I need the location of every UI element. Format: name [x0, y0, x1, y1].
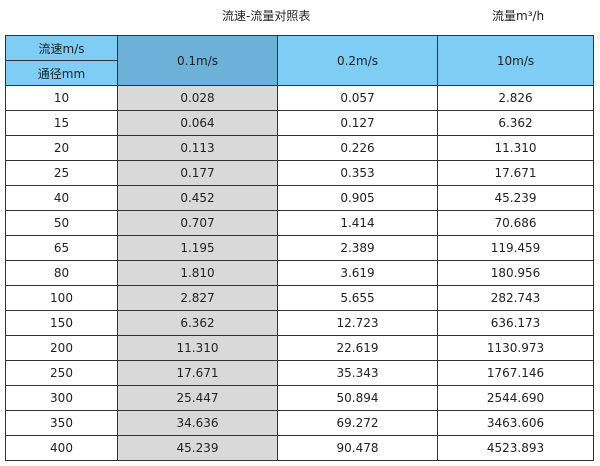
- flow-cell: 11.310: [117, 335, 278, 361]
- table-row: 20 0.113 0.226 11.310: [5, 135, 594, 161]
- table-row: 150 6.362 12.723 636.173: [5, 310, 594, 336]
- unit-label: 流量m³/h: [492, 9, 545, 23]
- diameter-cell: 25: [5, 160, 118, 186]
- flow-cell: 22.619: [277, 335, 438, 361]
- flow-cell: 25.447: [117, 385, 278, 411]
- flow-cell: 2.826: [437, 85, 594, 111]
- table-row: 250 17.671 35.343 1767.146: [5, 360, 594, 386]
- diameter-cell: 10: [5, 85, 118, 111]
- flow-cell: 0.226: [277, 135, 438, 161]
- diameter-cell: 80: [5, 260, 118, 286]
- flow-cell: 35.343: [277, 360, 438, 386]
- column-header: 0.2m/s: [277, 35, 438, 86]
- flow-cell: 17.671: [437, 160, 594, 186]
- table-row: 10 0.028 0.057 2.826: [5, 85, 594, 111]
- table-row: 100 2.827 5.655 282.743: [5, 285, 594, 311]
- diameter-cell: 150: [5, 310, 118, 336]
- flow-cell: 34.636: [117, 410, 278, 436]
- flow-cell: 180.956: [437, 260, 594, 286]
- diameter-cell: 50: [5, 210, 118, 236]
- flow-cell: 1130.973: [437, 335, 594, 361]
- flow-table: 流速m/s 0.1m/s 0.2m/s 10m/s 通径mm 10 0.028 0.…: [5, 35, 594, 461]
- flow-cell: 0.177: [117, 160, 278, 186]
- flow-cell: 0.028: [117, 85, 278, 111]
- column-header: 0.1m/s: [117, 35, 278, 86]
- table-row: 350 34.636 69.272 3463.606: [5, 410, 594, 436]
- flow-cell: 0.353: [277, 160, 438, 186]
- flow-cell: 45.239: [117, 435, 278, 461]
- flow-cell: 12.723: [277, 310, 438, 336]
- flow-cell: 70.686: [437, 210, 594, 236]
- diameter-cell: 65: [5, 235, 118, 261]
- diameter-cell: 300: [5, 385, 118, 411]
- flow-cell: 119.459: [437, 235, 594, 261]
- table-row: 80 1.810 3.619 180.956: [5, 260, 594, 286]
- flow-cell: 0.452: [117, 185, 278, 211]
- flow-cell: 2.389: [277, 235, 438, 261]
- flow-cell: 6.362: [437, 110, 594, 136]
- flow-cell: 0.113: [117, 135, 278, 161]
- flow-cell: 1.195: [117, 235, 278, 261]
- diameter-cell: 200: [5, 335, 118, 361]
- flow-cell: 0.707: [117, 210, 278, 236]
- column-header: 10m/s: [437, 35, 594, 86]
- diameter-cell: 20: [5, 135, 118, 161]
- flow-cell: 0.064: [117, 110, 278, 136]
- flow-cell: 1.414: [277, 210, 438, 236]
- flow-cell: 0.905: [277, 185, 438, 211]
- flow-cell: 11.310: [437, 135, 594, 161]
- velocity-header: 流速m/s: [5, 35, 118, 61]
- table-row: 25 0.177 0.353 17.671: [5, 160, 594, 186]
- table-title: 流速-流量对照表: [222, 9, 311, 23]
- flow-cell: 90.478: [277, 435, 438, 461]
- diameter-cell: 400: [5, 435, 118, 461]
- flow-cell: 0.057: [277, 85, 438, 111]
- flow-cell: 69.272: [277, 410, 438, 436]
- table-row: 200 11.310 22.619 1130.973: [5, 335, 594, 361]
- table-row: 300 25.447 50.894 2544.690: [5, 385, 594, 411]
- diameter-cell: 100: [5, 285, 118, 311]
- flow-cell: 2.827: [117, 285, 278, 311]
- flow-cell: 17.671: [117, 360, 278, 386]
- table-row: 65 1.195 2.389 119.459: [5, 235, 594, 261]
- diameter-cell: 40: [5, 185, 118, 211]
- flow-cell: 50.894: [277, 385, 438, 411]
- diameter-cell: 350: [5, 410, 118, 436]
- flow-cell: 1.810: [117, 260, 278, 286]
- flow-cell: 636.173: [437, 310, 594, 336]
- flow-cell: 1767.146: [437, 360, 594, 386]
- flow-cell: 45.239: [437, 185, 594, 211]
- flow-cell: 5.655: [277, 285, 438, 311]
- diameter-cell: 15: [5, 110, 118, 136]
- table-row: 50 0.707 1.414 70.686: [5, 210, 594, 236]
- flow-cell: 282.743: [437, 285, 594, 311]
- flow-cell: 0.127: [277, 110, 438, 136]
- diameter-cell: 250: [5, 360, 118, 386]
- flow-cell: 4523.893: [437, 435, 594, 461]
- flow-cell: 3463.606: [437, 410, 594, 436]
- table-row: 15 0.064 0.127 6.362: [5, 110, 594, 136]
- table-row: 40 0.452 0.905 45.239: [5, 185, 594, 211]
- flow-cell: 3.619: [277, 260, 438, 286]
- flow-cell: 6.362: [117, 310, 278, 336]
- diameter-header: 通径mm: [5, 60, 118, 86]
- flow-cell: 2544.690: [437, 385, 594, 411]
- table-row: 400 45.239 90.478 4523.893: [5, 435, 594, 461]
